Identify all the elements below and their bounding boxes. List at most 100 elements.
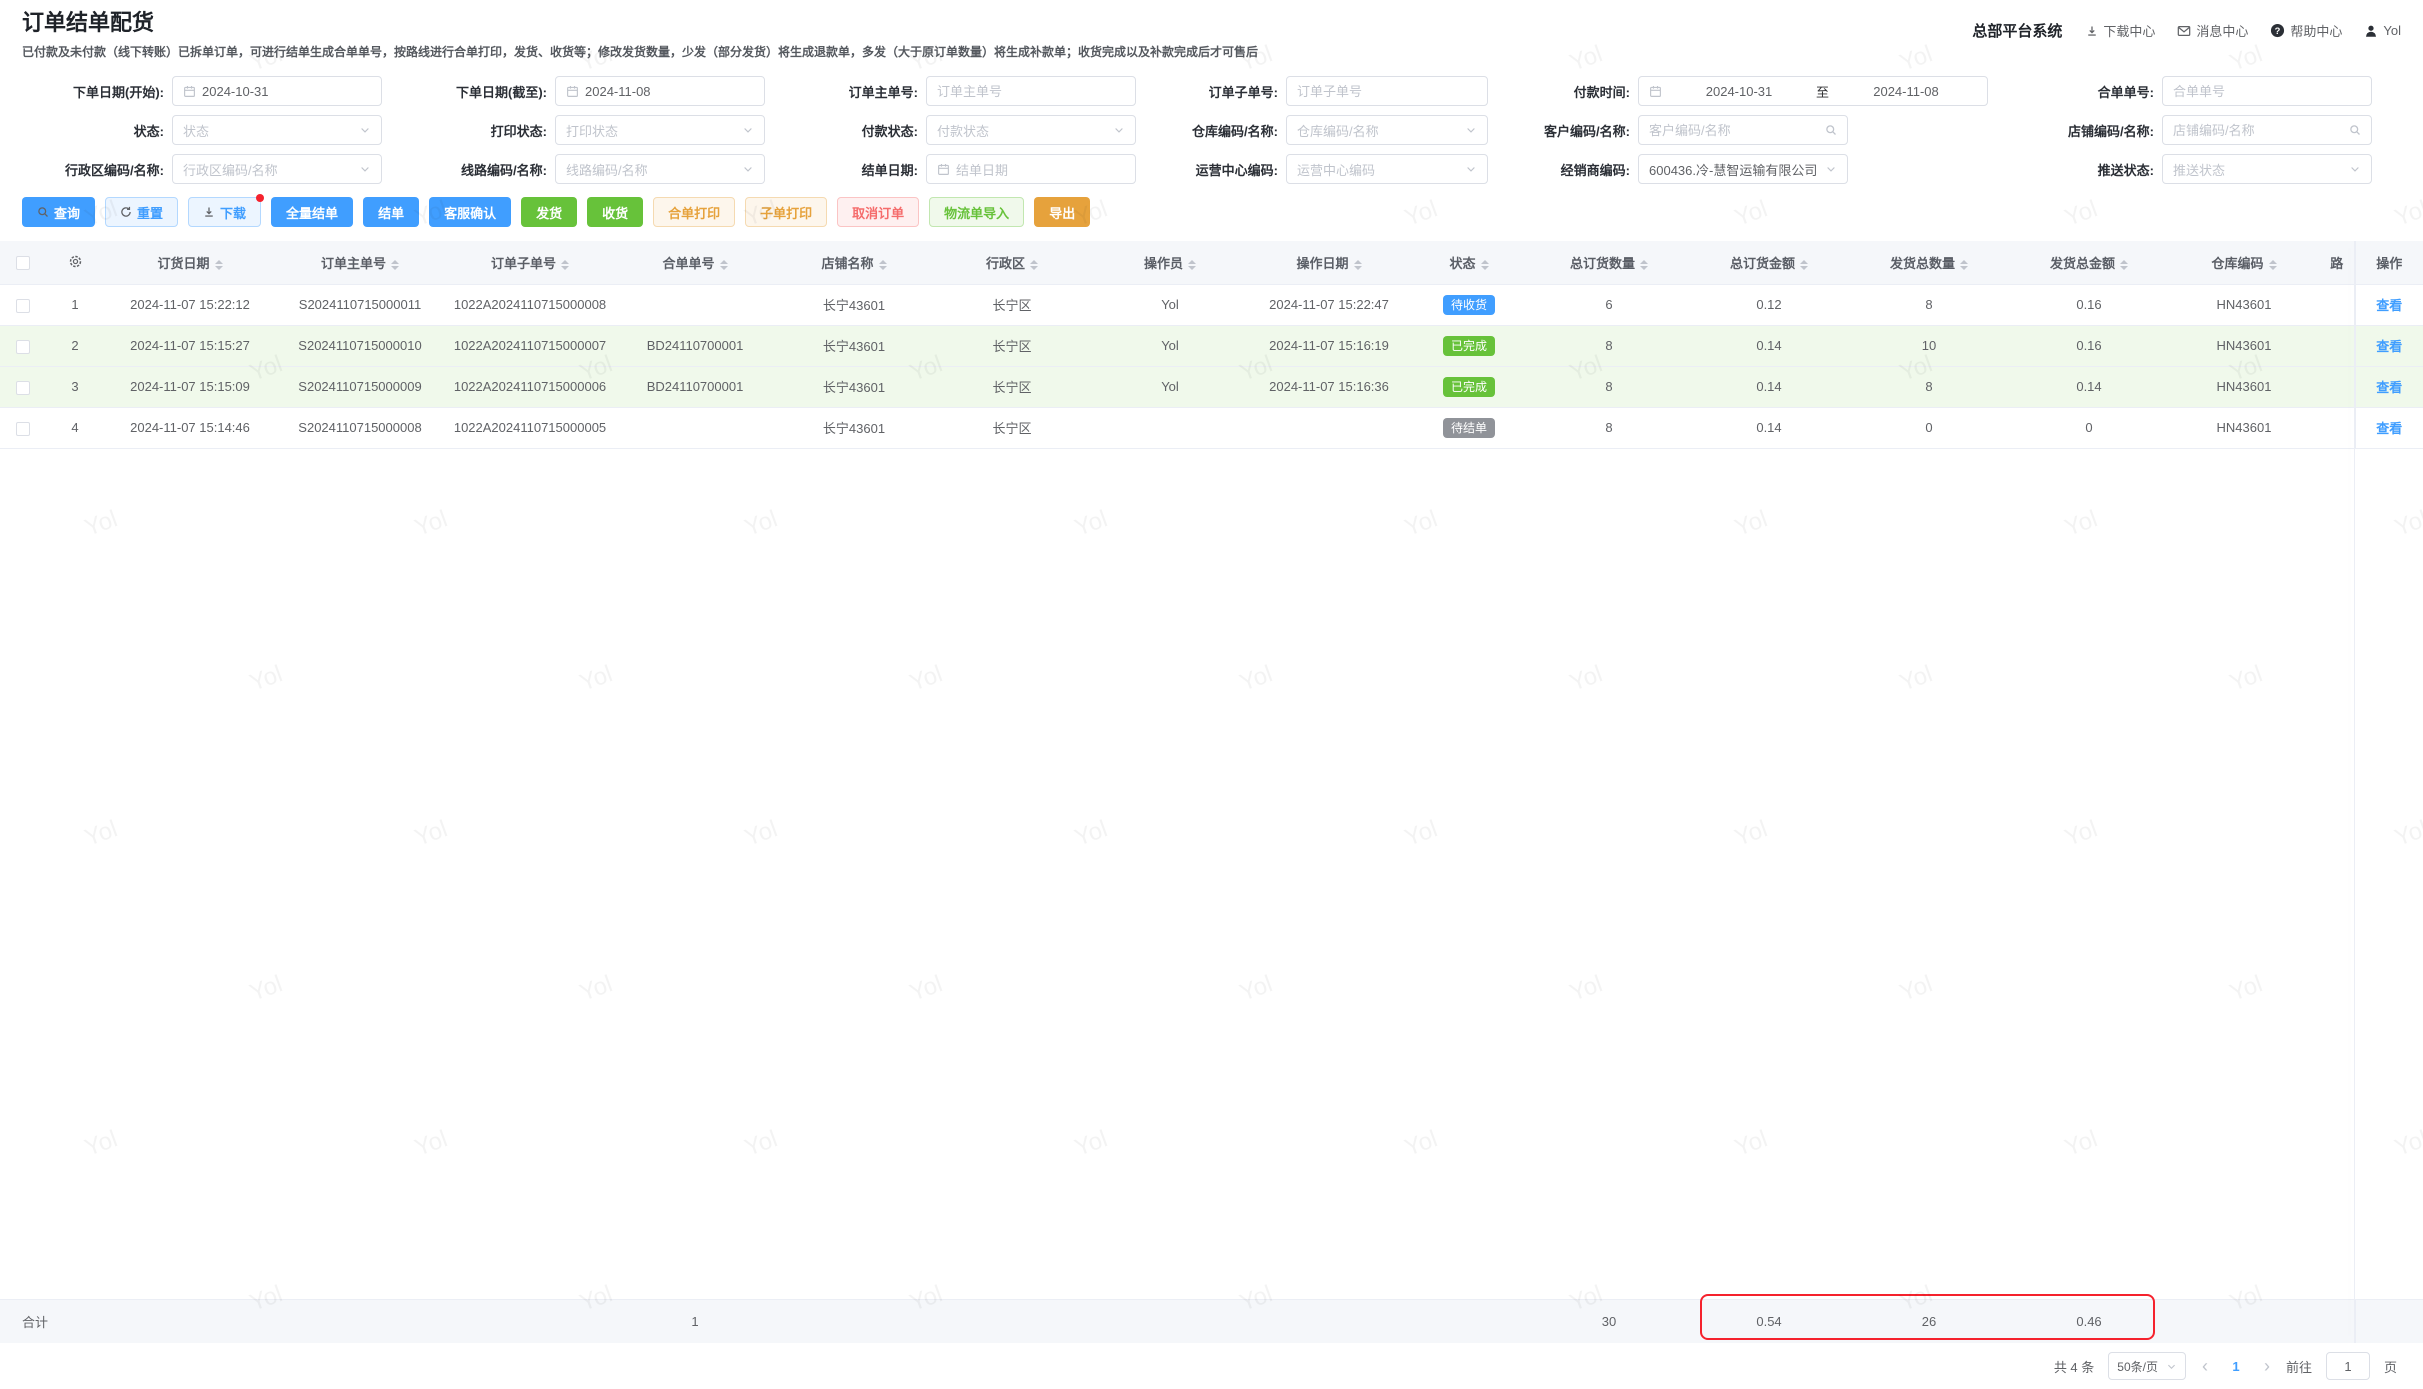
sort-icon[interactable] — [1800, 259, 1808, 270]
column-total_qty[interactable]: 总订货数量 — [1529, 241, 1689, 285]
filter-store-label: 店铺编码/名称: — [2068, 123, 2154, 139]
filter-order-date-end-input[interactable]: 2024-11-08 — [555, 76, 765, 107]
view-link[interactable]: 查看 — [2376, 298, 2403, 314]
logistics-import-button[interactable]: 物流单导入 — [929, 197, 1025, 228]
filter-settle-date-input[interactable]: 结单日期 — [926, 154, 1136, 185]
column-merge_order_no[interactable]: 合单单号 — [615, 241, 775, 285]
toolbar: 查询 重置 下载 全量结单 结单 客服确认 发货 收货 合单打印 子单打印 取消订单 物流单导入 导出 — [0, 184, 2423, 241]
column-order_date[interactable]: 订货日期 — [105, 241, 275, 285]
sort-icon[interactable] — [878, 259, 887, 270]
download-button[interactable]: 下载 — [188, 194, 265, 228]
next-page-button[interactable]: › — [2263, 1356, 2270, 1376]
filter-pay-time-input[interactable]: 2024-10-31 至 2024-11-08 — [1638, 76, 1988, 107]
column-op_date[interactable]: 操作日期 — [1249, 241, 1409, 285]
sub-print-button[interactable]: 子单打印 — [745, 197, 828, 228]
topbar: 订单结单配货 已付款及未付款（线下转账）已拆单订单，可进行结单生成合单单号，按路… — [0, 0, 2423, 64]
current-page[interactable]: 1 — [2232, 1358, 2240, 1374]
filter-sub-order-no-input[interactable] — [1297, 83, 1477, 99]
cell-operator — [1091, 407, 1249, 449]
column-ship_amount[interactable]: 发货总金额 — [2009, 241, 2169, 285]
sort-icon[interactable] — [719, 259, 728, 270]
filter-warehouse-select[interactable]: 仓库编码/名称 — [1286, 115, 1488, 146]
column-district[interactable]: 行政区 — [933, 241, 1091, 285]
sort-icon[interactable] — [214, 259, 223, 270]
row-checkbox[interactable] — [15, 339, 30, 354]
cell-ship-amount: 0.16 — [2009, 284, 2169, 326]
view-link[interactable]: 查看 — [2376, 421, 2403, 437]
filter-district-select[interactable]: 行政区编码/名称 — [172, 154, 382, 185]
cell-index: 1 — [45, 284, 105, 326]
query-button[interactable]: 查询 — [22, 197, 96, 228]
view-link[interactable]: 查看 — [2376, 339, 2403, 355]
page-size-select[interactable]: 50条/页 — [2108, 1352, 2186, 1380]
filter-operation-center-select[interactable]: 运营中心编码 — [1286, 154, 1488, 185]
column-settings-button[interactable] — [45, 241, 105, 285]
chevron-down-icon — [2349, 163, 2361, 175]
filter-row: 下单日期(开始): 2024-10-31 下单日期(截至): 2024-11-08 订单… — [22, 76, 2401, 107]
sort-icon[interactable] — [1640, 259, 1648, 270]
cell-total-amount: 0.12 — [1689, 284, 1849, 326]
column-operator[interactable]: 操作员 — [1091, 241, 1249, 285]
column-total_amount[interactable]: 总订货金额 — [1689, 241, 1849, 285]
prev-page-button[interactable]: ‹ — [2201, 1356, 2208, 1376]
goto-label: 前往 — [2285, 1359, 2312, 1375]
status-badge: 已完成 — [1442, 335, 1495, 356]
cell-total-amount: 0.14 — [1689, 407, 1849, 449]
export-button[interactable]: 导出 — [1034, 197, 1091, 228]
filter-customer-input[interactable] — [1649, 122, 1819, 138]
filter-push-status-select[interactable]: 推送状态 — [2162, 154, 2372, 185]
goto-page-input[interactable] — [2325, 1352, 2370, 1380]
nav-download-center[interactable]: 下载中心 — [2086, 21, 2155, 40]
sort-icon[interactable] — [391, 259, 399, 270]
service-confirm-button[interactable]: 客服确认 — [429, 197, 512, 228]
sort-icon[interactable] — [1030, 259, 1038, 270]
filter-pay-status-select[interactable]: 付款状态 — [926, 115, 1136, 146]
filter-merge-order-no-input[interactable] — [2173, 83, 2361, 99]
filter-route-label: 线路编码/名称: — [461, 162, 547, 178]
select-all-checkbox[interactable] — [15, 256, 30, 271]
filter-merge-order-no: 合单单号: — [2012, 76, 2401, 107]
merge-print-button[interactable]: 合单打印 — [653, 197, 736, 228]
reset-button[interactable]: 重置 — [105, 197, 179, 228]
filter-route-select[interactable]: 线路编码/名称 — [555, 154, 765, 185]
column-ship_qty[interactable]: 发货总数量 — [1849, 241, 2009, 285]
column-status[interactable]: 状态 — [1409, 241, 1529, 285]
sort-icon[interactable] — [2268, 259, 2277, 270]
filter-pay-status-label: 付款状态: — [861, 123, 918, 139]
filter-dealer: 经销商编码: 600436.冷-慧智运输有限公司 — [1488, 154, 2012, 185]
filter-print-status-select[interactable]: 打印状态 — [555, 115, 765, 146]
nav-user[interactable]: Yol — [2364, 23, 2401, 38]
filter-dealer-select[interactable]: 600436.冷-慧智运输有限公司 — [1638, 154, 1848, 185]
orders-table-region: 订货日期 订单主单号 订单子单号 合单单号 店铺名称 行政区 操作员 操作日期 状态 总订货数量总… — [0, 241, 2423, 1343]
cell-op-date: 2024-11-07 15:16:36 — [1249, 366, 1409, 408]
sort-icon[interactable] — [2120, 259, 2128, 270]
sort-icon[interactable] — [1960, 259, 1968, 270]
view-link[interactable]: 查看 — [2376, 380, 2403, 396]
sort-icon[interactable] — [561, 259, 569, 270]
cell-index: 2 — [45, 325, 105, 367]
sort-icon[interactable] — [1188, 259, 1196, 270]
filter-store-input[interactable] — [2173, 122, 2343, 138]
cell-warehouse-code: HN43601 — [2169, 284, 2319, 326]
column-warehouse_code[interactable]: 仓库编码 — [2169, 241, 2319, 285]
cancel-order-button[interactable]: 取消订单 — [837, 197, 920, 228]
filter-order-date-start-input[interactable]: 2024-10-31 — [172, 76, 382, 107]
totals-merge-count: 1 — [615, 1298, 776, 1343]
sort-icon[interactable] — [1353, 259, 1362, 270]
filter-main-order-no-input[interactable] — [937, 83, 1125, 99]
column-main_order_no[interactable]: 订单主单号 — [275, 241, 445, 285]
nav-message-center[interactable]: 消息中心 — [2177, 21, 2248, 40]
ship-button[interactable]: 发货 — [521, 197, 578, 228]
nav-help-center[interactable]: ? 帮助中心 — [2270, 21, 2342, 40]
settle-button[interactable]: 结单 — [363, 197, 420, 228]
filter-status-select[interactable]: 状态 — [172, 115, 382, 146]
sort-icon[interactable] — [1480, 259, 1489, 270]
filter-settle-date-label: 结单日期: — [861, 162, 918, 178]
row-checkbox[interactable] — [15, 298, 30, 313]
column-sub_order_no[interactable]: 订单子单号 — [445, 241, 615, 285]
row-checkbox[interactable] — [15, 421, 30, 436]
row-checkbox[interactable] — [15, 380, 30, 395]
receive-button[interactable]: 收货 — [587, 197, 644, 228]
column-store_name[interactable]: 店铺名称 — [775, 241, 933, 285]
settle-all-button[interactable]: 全量结单 — [271, 197, 354, 228]
